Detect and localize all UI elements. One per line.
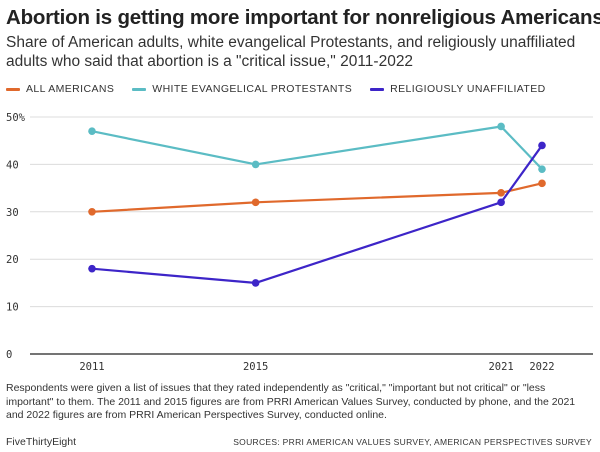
data-point [88,208,96,216]
chart-title: Abortion is getting more important for n… [6,6,600,29]
x-tick-label: 2022 [529,361,554,373]
data-point [538,141,546,150]
x-tick-label: 2021 [488,361,513,373]
chart-subtitle: Share of American adults, white evangeli… [6,34,576,70]
methodology-note: Respondents were given a list of issues … [6,382,576,421]
source-credit: SOURCES: PRRI AMERICAN VALUES SURVEY, AM… [233,437,592,447]
x-tick-label: 2011 [79,361,104,373]
publisher-logo: FiveThirtyEight [6,436,77,448]
legend-swatch-all-americans [6,87,20,91]
data-point [497,122,505,131]
y-tick-label: 20 [6,254,19,266]
legend-item-all-americans: ALL AMERICANS [6,83,114,95]
data-point [251,198,260,207]
x-tick-label: 2015 [243,361,268,373]
data-point [88,264,96,273]
y-tick-label: 50% [6,112,26,124]
data-point [88,127,96,136]
chart-legend: ALL AMERICANS WHITE EVANGELICAL PROTESTA… [6,83,564,95]
data-point [251,279,260,287]
legend-label-all-americans: ALL AMERICANS [26,83,115,95]
data-point [251,160,260,169]
y-tick-label: 40 [6,159,19,171]
data-point [538,165,546,173]
legend-label-white-evangelical: WHITE EVANGELICAL PROTESTANTS [152,83,353,95]
data-point [497,189,505,197]
data-point [538,179,546,188]
y-tick-label: 30 [6,207,19,219]
legend-item-white-evangelical: WHITE EVANGELICAL PROTESTANTS [132,83,352,95]
y-tick-label: 0 [6,349,12,361]
series-line-1 [91,125,543,170]
legend-swatch-white-evangelical [132,87,147,91]
data-point [497,198,505,207]
legend-label-religiously-unaffiliated: RELIGIOUSLY UNAFFILIATED [390,83,546,95]
line-chart: 0 10 20 30 40 50% 2011 2015 2021 2022 [6,112,593,373]
y-tick-label: 10 [6,302,19,314]
legend-swatch-religiously-unaffiliated [370,87,385,91]
series-line-0 [91,182,543,213]
legend-item-religiously-unaffiliated: RELIGIOUSLY UNAFFILIATED [370,83,545,95]
series-line-2 [91,144,543,284]
